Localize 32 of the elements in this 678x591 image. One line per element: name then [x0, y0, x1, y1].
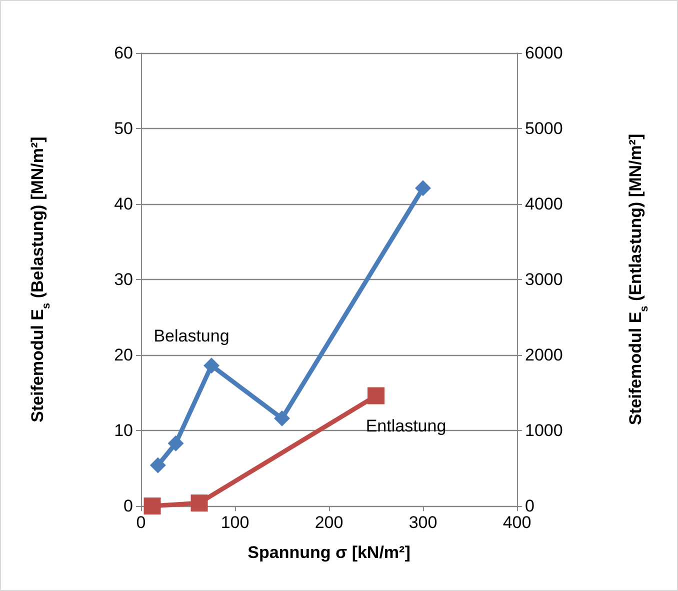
y-tick-label: 10 — [114, 421, 133, 440]
y2-tick-label: 1000 — [525, 421, 563, 440]
y2-tick-label: 5000 — [525, 119, 563, 138]
x-tick-label: 300 — [408, 513, 438, 532]
y2-tick-label: 3000 — [525, 270, 563, 289]
point — [274, 410, 290, 426]
y-axis-title: Steifemodul Es (Belastung) [MN/m²] — [28, 136, 52, 422]
y-tick-label: 20 — [114, 346, 133, 364]
y-tick-label: 50 — [114, 119, 133, 138]
series-label: Entlastung — [366, 416, 446, 436]
y2-axis-title: Steifemodul Es (Entlastung) [MN/m²] — [626, 134, 650, 426]
y-tick-label: 30 — [114, 270, 133, 289]
y-tick-label: 40 — [114, 194, 133, 214]
x-tick-label: 100 — [220, 513, 250, 532]
point — [204, 358, 220, 374]
y2-tick-label: 0 — [525, 496, 534, 516]
point — [168, 435, 184, 452]
point — [368, 387, 384, 404]
series-label: Belastung — [154, 326, 230, 346]
y2-tick-label: 4000 — [525, 194, 563, 214]
x-tick-label: 0 — [136, 513, 146, 532]
y-tick-label: 60 — [114, 44, 133, 62]
x-axis-title: Spannung σ [kN/m²] — [248, 543, 410, 562]
x-tick-label: 400 — [502, 513, 532, 532]
x-tick-label: 200 — [314, 513, 344, 532]
point — [190, 494, 208, 512]
point — [144, 498, 161, 514]
y-tick-label: 0 — [124, 496, 133, 516]
y2-tick-label: 6000 — [525, 44, 563, 62]
y2-tick-label: 2000 — [525, 346, 563, 364]
point — [150, 457, 166, 474]
point — [415, 180, 431, 196]
